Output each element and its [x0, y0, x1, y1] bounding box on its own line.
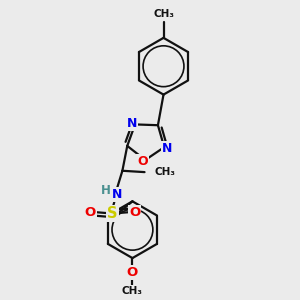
- Text: N: N: [162, 142, 173, 155]
- Text: CH₃: CH₃: [154, 9, 175, 19]
- Text: H: H: [100, 184, 110, 197]
- Text: N: N: [127, 117, 137, 130]
- Text: CH₃: CH₃: [122, 286, 143, 296]
- Text: O: O: [129, 206, 140, 219]
- Text: O: O: [127, 266, 138, 279]
- Text: O: O: [84, 206, 96, 219]
- Text: CH₃: CH₃: [155, 167, 176, 177]
- Text: N: N: [112, 188, 122, 200]
- Text: O: O: [137, 155, 148, 168]
- Text: S: S: [107, 206, 118, 221]
